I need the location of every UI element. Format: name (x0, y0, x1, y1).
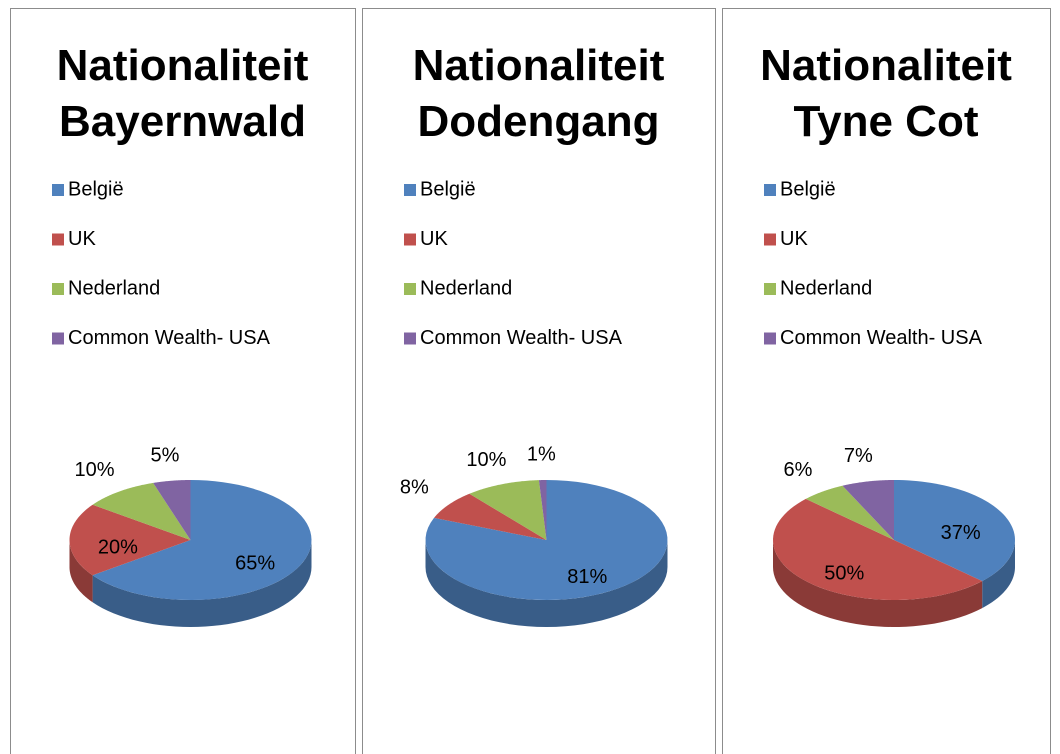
chart-title: Nationaliteit Dodengang (412, 41, 665, 146)
legend-label: Nederland (68, 277, 160, 299)
pie-slice (69, 504, 191, 576)
pie-slice (805, 485, 894, 540)
panel-border (10, 8, 356, 754)
chart-title: Nationaliteit Tyne Cot (760, 41, 1012, 146)
pie-side (425, 540, 668, 627)
pie-slice (92, 480, 312, 600)
data-label: 8% (400, 477, 429, 499)
pie-side (92, 540, 312, 627)
legend-swatch (404, 233, 416, 246)
legend-label: België (68, 178, 124, 200)
data-label: 50% (824, 563, 864, 585)
legend-swatch (764, 184, 776, 196)
legend-swatch (52, 283, 64, 295)
panel-border (362, 8, 716, 754)
legend-swatch (404, 184, 416, 196)
data-label: 20% (98, 536, 138, 558)
pie-slice (773, 498, 983, 600)
data-label: 7% (844, 445, 873, 467)
legend-label: Common Wealth- USA (780, 327, 983, 349)
pie-slice (92, 482, 191, 540)
data-label: 37% (941, 522, 981, 544)
legend-label: UK (420, 228, 448, 250)
legend-swatch (52, 184, 64, 196)
pie-slice (894, 480, 1015, 582)
legend-label: UK (780, 228, 808, 250)
pie-side (773, 540, 983, 627)
pie-slice (538, 480, 547, 540)
legend-swatch (764, 283, 776, 295)
legend-label: België (780, 178, 836, 200)
pie-slice (469, 480, 547, 540)
pie-side (982, 540, 1015, 609)
legend-label: UK (68, 228, 96, 250)
data-label: 1% (527, 443, 556, 465)
legend-label: Common Wealth- USA (68, 327, 271, 349)
legend-label: Nederland (420, 277, 512, 299)
data-label: 65% (235, 553, 275, 575)
legend-swatch (764, 332, 776, 345)
legend-label: Nederland (780, 277, 872, 299)
pie-side (69, 540, 93, 603)
pie-slice (153, 480, 191, 540)
chart-title: Nationaliteit Bayernwald (56, 41, 309, 146)
legend-label: Common Wealth- USA (420, 327, 623, 349)
legend-swatch (404, 283, 416, 295)
data-label: 81% (567, 566, 607, 588)
legend-label: België (420, 178, 476, 200)
legend-swatch (404, 332, 416, 345)
panel-border (722, 8, 1051, 754)
data-label: 5% (150, 444, 179, 466)
legend-swatch (52, 332, 64, 345)
pie-slice (842, 480, 894, 540)
pie-slice (425, 480, 668, 600)
data-label: 6% (784, 459, 813, 481)
data-label: 10% (74, 459, 114, 481)
data-label: 10% (466, 449, 506, 471)
pie-slice (433, 493, 547, 540)
legend-swatch (764, 233, 776, 246)
legend-swatch (52, 233, 64, 246)
